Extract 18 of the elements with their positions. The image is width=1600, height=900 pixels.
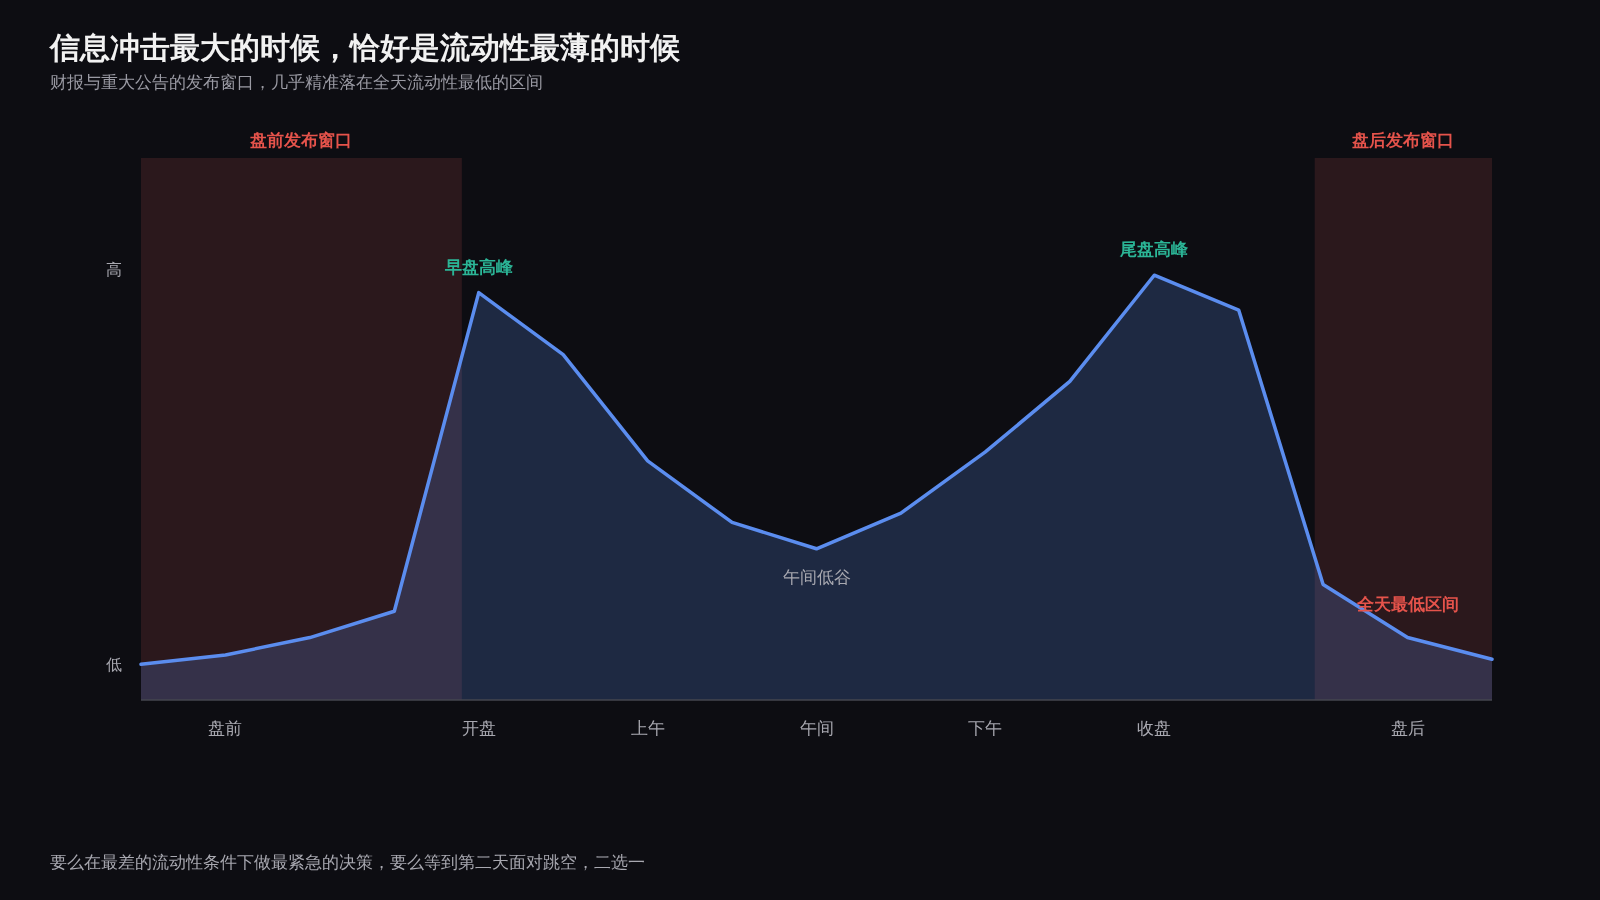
text: 高 xyxy=(106,260,122,280)
text: 盘后发布窗口 xyxy=(1351,130,1455,150)
annotation: 全天最低区间 xyxy=(1355,593,1459,614)
chart-title: 信息冲击最大的时候，恰好是流动性最薄的时候 xyxy=(49,30,681,65)
x-tick-label: 上午 xyxy=(630,718,665,738)
text: 盘前发布窗口 xyxy=(249,130,353,150)
x-tick-label: 收盘 xyxy=(1137,718,1172,738)
chart-subtitle: 财报与重大公告的发布窗口，几乎精准落在全天流动性最低的区间 xyxy=(50,72,543,92)
x-tick-label: 午间 xyxy=(799,718,834,738)
text: 低 xyxy=(106,655,122,674)
annotation: 尾盘高峰 xyxy=(1119,239,1190,260)
x-tick-label: 下午 xyxy=(968,718,1003,738)
annotation: 早盘高峰 xyxy=(443,256,514,277)
x-tick-label: 开盘 xyxy=(461,718,496,738)
text: 要么在最差的流动性条件下做最紧急的决策，要么等到第二天面对跳空，二选一 xyxy=(50,852,645,872)
x-tick-label: 盘前 xyxy=(208,718,243,738)
x-tick-label: 盘后 xyxy=(1390,718,1425,738)
annotation: 午间低谷 xyxy=(782,566,851,587)
